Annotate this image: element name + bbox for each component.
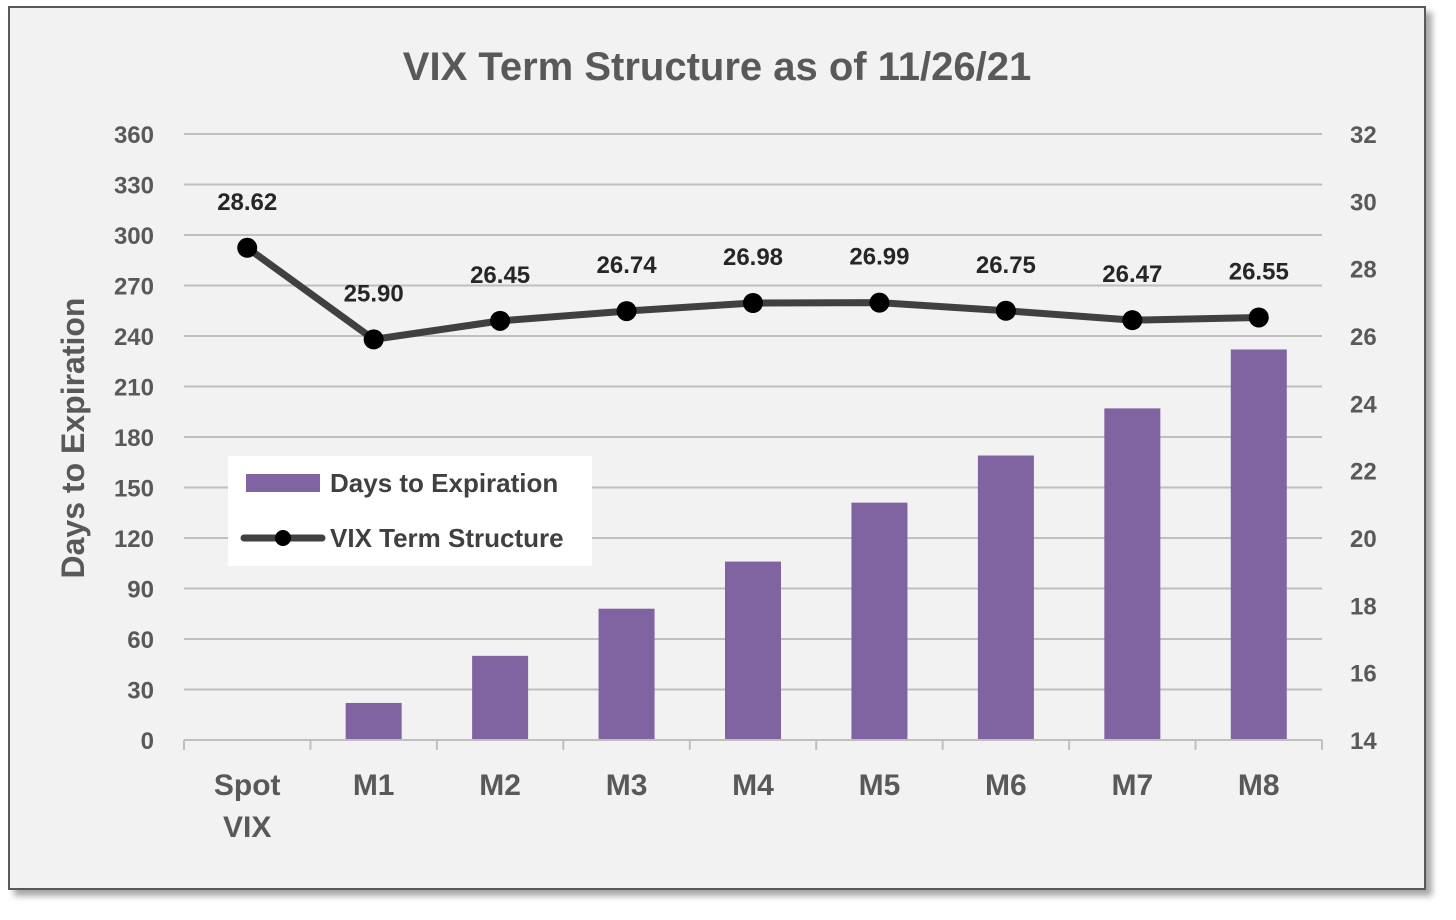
legend: Days to Expiration VIX Term Structure (228, 456, 592, 566)
axes: 0 30 60 90 120 150 180 210 240 270 300 330 360 14 16 18… (114, 122, 1377, 844)
y-tick-label: 270 (114, 274, 154, 301)
x-tick-label: M8 (1238, 769, 1280, 802)
x-tick-label: M7 (1111, 769, 1153, 802)
bar-series (345, 349, 1287, 740)
vix-chart: VIX Term Structure as of 11/26/21 28.622… (55, 45, 1377, 844)
vix-point (237, 237, 258, 258)
bar (851, 502, 908, 740)
data-label: 26.75 (976, 252, 1036, 279)
vix-point (995, 300, 1016, 321)
y-tick-label: 30 (127, 678, 154, 705)
vix-point (490, 310, 511, 331)
y-tick-label: 120 (114, 526, 154, 553)
legend-line-marker (275, 530, 291, 546)
line-series: 28.62 25.90 26.45 26.74 26.98 26.99 26.75 26.47… (217, 189, 1289, 350)
y2-tick-label: 26 (1350, 324, 1377, 351)
vix-point (616, 301, 637, 322)
y-tick-label: 90 (127, 577, 154, 604)
y-tick-label: 180 (114, 425, 154, 452)
y-tick-label: 330 (114, 173, 154, 200)
y-tick-label: 0 (141, 728, 154, 755)
y2-tick-label: 18 (1350, 593, 1377, 620)
chart-frame: VIX Term Structure as of 11/26/21 28.62 2… (8, 6, 1426, 890)
bar (725, 561, 781, 740)
vix-point (869, 292, 890, 313)
x-tick-label: M3 (606, 769, 648, 802)
x-tick-label: VIX (223, 811, 271, 844)
bar (977, 455, 1034, 740)
bar (1230, 349, 1287, 740)
data-label: 26.55 (1229, 258, 1289, 285)
legend-label-days: Days to Expiration (330, 468, 558, 498)
x-tick-label: M5 (859, 769, 901, 802)
y2-tick-label: 32 (1350, 122, 1377, 149)
data-label: 26.99 (849, 244, 909, 271)
x-tick-label: M6 (985, 769, 1027, 802)
y2-tick-label: 28 (1350, 257, 1377, 284)
vix-point (743, 293, 763, 314)
bar (472, 655, 529, 740)
y2-tick-label: 30 (1350, 189, 1377, 216)
x-tick-label: Spot (214, 769, 281, 802)
legend-label-vix: VIX Term Structure (330, 523, 564, 553)
bar (1104, 408, 1161, 740)
y2-tick-label: 14 (1350, 728, 1377, 755)
y2-tick-label: 22 (1350, 459, 1377, 486)
y-tick-label: 240 (114, 324, 154, 351)
y2-tick-label: 24 (1350, 391, 1377, 418)
y-tick-label: 210 (114, 375, 154, 402)
y2-tick-label: 20 (1350, 526, 1377, 553)
data-label: 25.90 (344, 280, 404, 307)
x-tick-label: M4 (732, 769, 774, 802)
data-label: 28.62 (217, 189, 277, 216)
data-label: 26.45 (470, 262, 530, 289)
bar (345, 702, 402, 740)
y-tick-label: 300 (114, 223, 154, 250)
y-tick-label: 150 (114, 476, 154, 503)
y-axis-title: Days to Expiration (55, 298, 91, 579)
data-label: 26.98 (723, 244, 783, 271)
data-label: 26.47 (1102, 261, 1162, 288)
chart-title: VIX Term Structure as of 11/26/21 (403, 45, 1031, 89)
legend-bar-swatch (246, 474, 320, 492)
data-label: 26.74 (597, 252, 658, 279)
vix-point (1122, 310, 1143, 331)
bar (598, 608, 655, 740)
vix-point (1248, 307, 1269, 328)
x-tick-label: M1 (353, 769, 395, 802)
y-tick-label: 360 (114, 122, 154, 149)
x-tick-label: M2 (479, 769, 521, 802)
y-tick-label: 60 (127, 627, 154, 654)
y2-tick-label: 16 (1350, 661, 1377, 688)
gridlines (184, 133, 1322, 691)
vix-point (363, 329, 384, 350)
